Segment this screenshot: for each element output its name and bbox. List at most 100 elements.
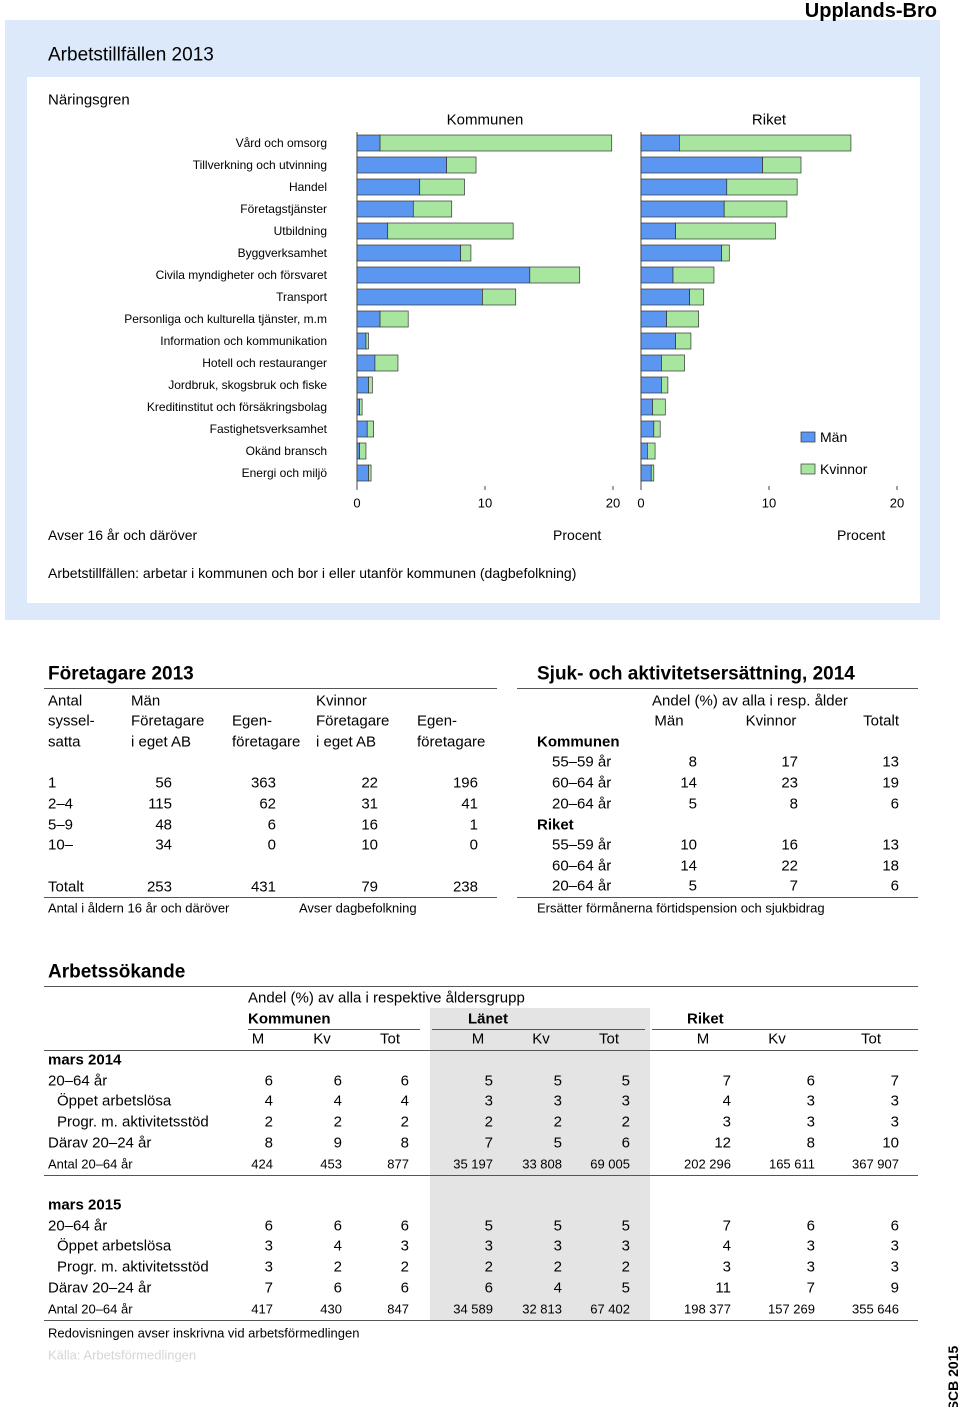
cell: 1 [469, 816, 478, 834]
cell: 18 [882, 857, 899, 875]
cell: 3 [264, 1258, 273, 1276]
legend-swatch [800, 463, 816, 475]
bar [640, 398, 653, 416]
bar [356, 332, 367, 350]
column-header: Kvinnor [316, 692, 367, 710]
note: Antal i åldern 16 år och däröver [48, 900, 230, 916]
cell: 2 [621, 1113, 630, 1131]
bar [640, 354, 662, 372]
section-title: Sjuk- och aktivitetsersättning, 2014 [537, 663, 855, 685]
cell: 6 [890, 795, 899, 813]
cell: 2 [264, 1113, 273, 1131]
note: Avser 16 år och däröver [48, 527, 198, 543]
cell: 34 589 [453, 1301, 493, 1317]
bar [640, 178, 728, 196]
row-label: 1 [48, 774, 57, 792]
cell: 3 [806, 1092, 815, 1110]
column-header: Egen- [417, 712, 458, 730]
cell: 0 [469, 836, 478, 854]
bar [460, 244, 472, 262]
cell: 6 [333, 1072, 342, 1090]
column-header: företagare [232, 733, 301, 751]
row-label: 60–64 år [552, 774, 612, 792]
period-label: mars 2014 [48, 1051, 122, 1069]
cell: 3 [621, 1237, 630, 1255]
bar [640, 134, 680, 152]
column-header: M [696, 1030, 710, 1048]
x-tick-label: 10 [477, 495, 493, 511]
cell: 355 646 [852, 1301, 899, 1317]
bar [640, 310, 667, 328]
row-label: 20–64 år [552, 877, 612, 895]
bar [368, 464, 372, 482]
bar [482, 288, 517, 306]
column-header: M [471, 1030, 485, 1048]
cell: 8 [688, 753, 697, 771]
category-label: Utbildning [273, 224, 327, 238]
cell: 6 [890, 877, 899, 895]
subtitle: Andel (%) av alla i resp. ålder [652, 692, 848, 710]
bar [356, 310, 381, 328]
bar [679, 134, 852, 152]
bar [661, 376, 669, 394]
column-header: Tot [379, 1030, 401, 1048]
cell: 5 [621, 1279, 630, 1297]
column-header: Antal [48, 692, 83, 710]
bar [650, 464, 655, 482]
bar [412, 200, 453, 218]
cell: 10 [882, 1134, 899, 1152]
column-header: Tot [598, 1030, 620, 1048]
cell: 4 [333, 1237, 342, 1255]
rule [517, 897, 918, 898]
x-tick-label: 10 [761, 495, 777, 511]
column-header: syssel- [48, 712, 95, 730]
cell: 34 [155, 836, 172, 854]
cell: 48 [155, 816, 172, 834]
bar [359, 398, 363, 416]
cell: 430 [320, 1301, 342, 1317]
column-header: Kv [768, 1030, 786, 1048]
row-label: 55–59 år [552, 753, 612, 771]
cell: 3 [890, 1258, 899, 1276]
row-label: 20–64 år [48, 1217, 108, 1235]
cell: 0 [267, 836, 276, 854]
rule [44, 1175, 918, 1176]
cell: 3 [264, 1237, 273, 1255]
cell: 8 [789, 795, 798, 813]
bar [640, 156, 763, 174]
cell: 67 402 [590, 1301, 630, 1317]
cell: 238 [452, 878, 478, 896]
cell: 7 [806, 1279, 815, 1297]
cell: 11 [715, 1279, 731, 1297]
bar [356, 178, 421, 196]
bar [640, 420, 655, 438]
bar [379, 134, 613, 152]
group-label: Riket [537, 816, 574, 834]
legend-swatch [800, 431, 816, 443]
category-label: Fastighetsverksamhet [209, 422, 327, 436]
rule [44, 1320, 918, 1321]
category-label: Hotell och restauranger [202, 356, 327, 370]
cell: 5 [553, 1072, 562, 1090]
cell: 6 [264, 1217, 273, 1235]
bar [356, 134, 381, 152]
cell: 3 [621, 1092, 630, 1110]
cell: 3 [806, 1113, 815, 1131]
cell: 6 [806, 1217, 815, 1235]
x-tick-label: 20 [605, 495, 621, 511]
cell: 3 [484, 1237, 493, 1255]
category-label: Handel [288, 180, 327, 194]
cell: 16 [361, 816, 378, 834]
x-axis-label: Procent [837, 527, 886, 543]
panel-title: Riket [751, 111, 787, 129]
cell: 17 [781, 753, 798, 771]
cell: 5 [688, 795, 697, 813]
column-header: Egen- [232, 712, 273, 730]
cell: 2 [553, 1113, 562, 1131]
cell: 4 [722, 1237, 731, 1255]
category-label: Energi och miljö [241, 466, 327, 480]
bar [356, 420, 368, 438]
bar [640, 332, 676, 350]
category-label: Tillverkning och utvinning [192, 158, 327, 172]
bar [653, 420, 661, 438]
